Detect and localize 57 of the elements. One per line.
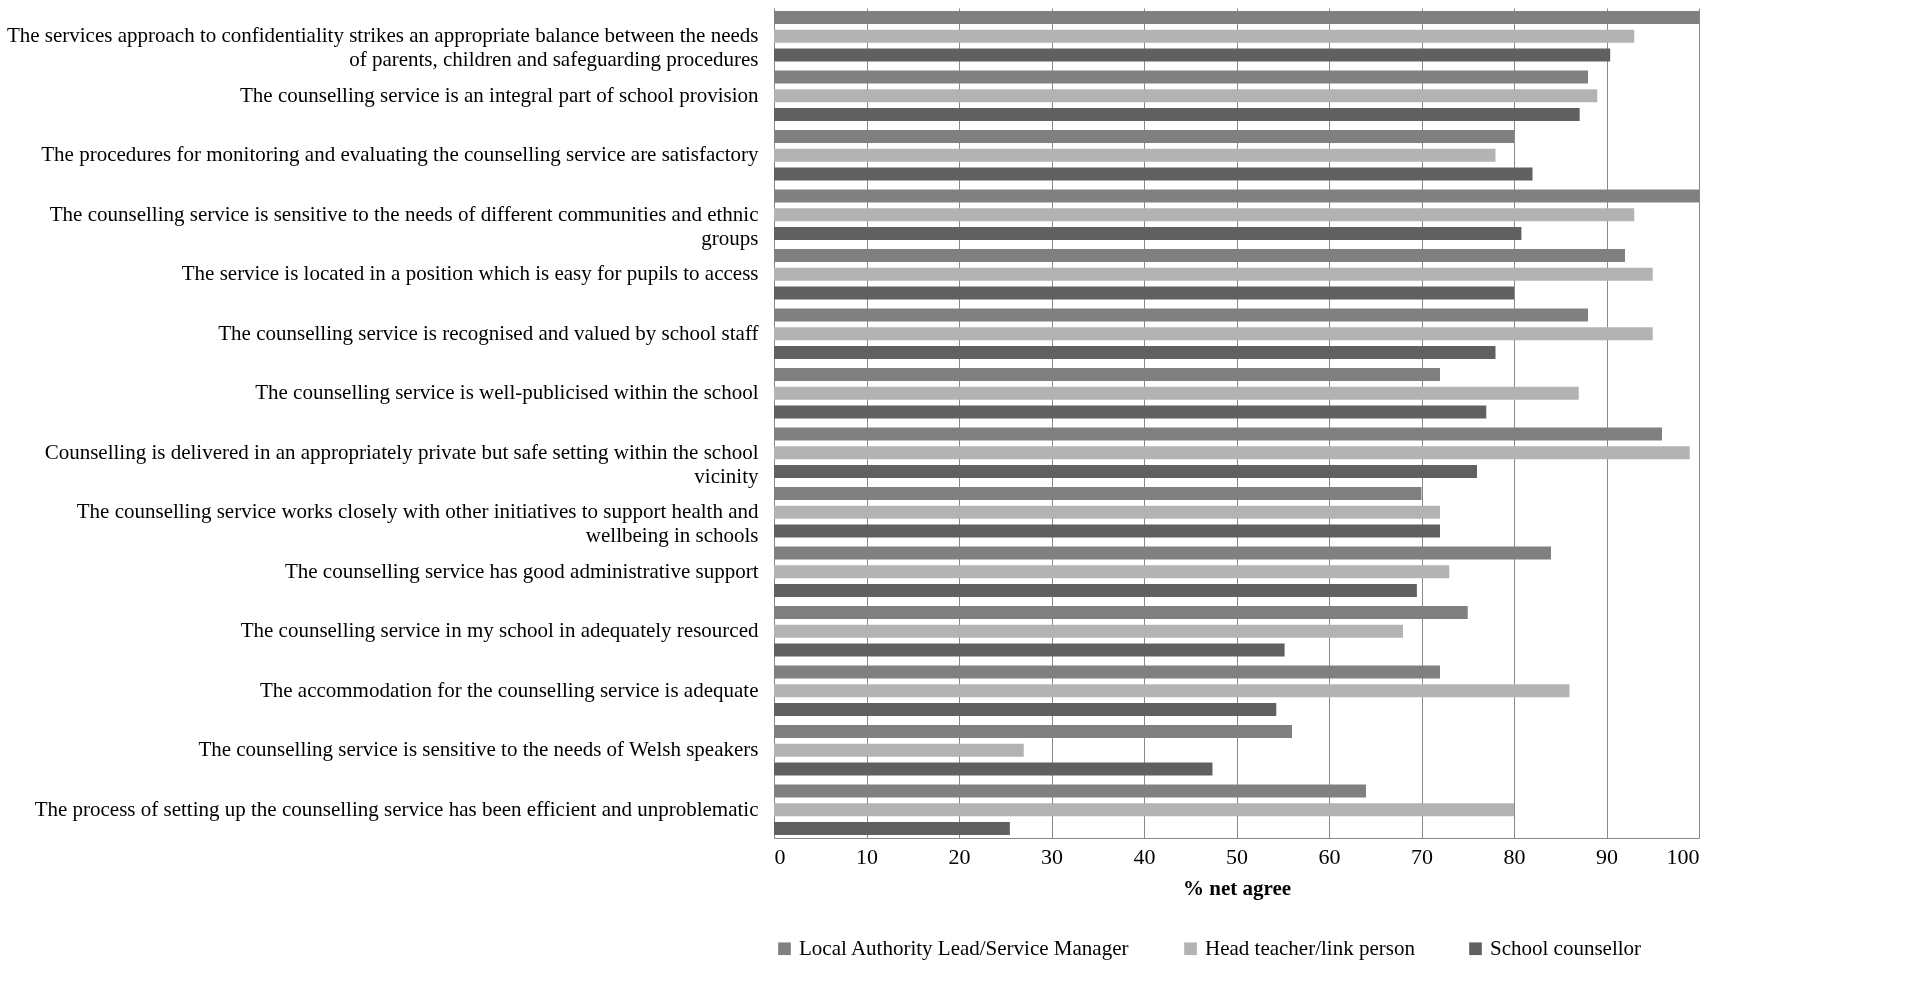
y-tick-label: The process of setting up the counselling service has been efficient and unproblematic <box>34 796 759 821</box>
bar <box>774 524 1440 538</box>
x-tick-label: 30 <box>1041 843 1063 869</box>
y-tick-label: The counselling service has good administrative support <box>284 558 759 583</box>
bar <box>774 167 1533 181</box>
legend-label: School counsellor <box>1490 935 1642 960</box>
bar <box>774 107 1580 122</box>
bar <box>774 327 1653 341</box>
y-tick-label: The counselling service in my school in adequately resourced <box>240 618 759 643</box>
bar <box>774 464 1477 479</box>
bar <box>774 386 1579 400</box>
x-axis-title: % net agree <box>1182 875 1292 900</box>
bar <box>774 345 1496 360</box>
bar <box>774 267 1653 281</box>
y-tick-label: The counselling service works closely with other initiatives to support health and wellbeing in schools <box>76 499 759 548</box>
y-tick-label: The counselling service is recognised and valued by school staff <box>218 320 759 345</box>
y-tick-label: The counselling service is an integral part of school provision <box>240 82 759 107</box>
y-tick-label: The accommodation for the counselling service is adequate <box>259 677 759 702</box>
x-tick-label: 70 <box>1411 843 1433 869</box>
bar <box>774 226 1522 241</box>
bar <box>774 643 1285 657</box>
bar <box>774 684 1570 698</box>
bar <box>774 803 1514 817</box>
y-tick-label: The counselling service is well-publicised within the school <box>255 380 759 405</box>
bar <box>774 702 1277 717</box>
x-tick-label: 60 <box>1318 843 1341 869</box>
y-tick-label: The services approach to confidentiality strikes an appropriate balance between the needs of parents, children and safeguarding procedures <box>6 23 759 72</box>
x-tick-label: 40 <box>1133 843 1156 869</box>
bar <box>774 505 1440 519</box>
y-tick-label: Counselling is delivered in an appropriately private but safe setting within the school vicinity <box>44 439 759 488</box>
bar <box>774 48 1611 62</box>
x-tick-label: 20 <box>948 843 971 869</box>
bar <box>774 762 1213 776</box>
bar <box>774 743 1024 757</box>
y-tick-label: The service is located in a position which is easy for pupils to access <box>181 261 759 286</box>
x-tick-label: 0 <box>774 843 786 869</box>
bar <box>774 821 1010 836</box>
bar <box>774 565 1450 579</box>
bar <box>774 286 1514 300</box>
y-tick-label: The counselling service is sensitive to the needs of different communities and ethnic groups <box>49 201 759 250</box>
x-tick-label: 10 <box>856 843 878 869</box>
bar <box>774 208 1635 222</box>
bar <box>774 583 1417 598</box>
x-tick-label: 100 <box>1666 843 1700 869</box>
y-tick-label: The counselling service is sensitive to the needs of Welsh speakers <box>198 737 759 762</box>
bar <box>774 29 1635 43</box>
y-tick-label: The procedures for monitoring and evaluating the counselling service are satisfactory <box>41 142 759 167</box>
x-tick-label: 90 <box>1596 843 1618 869</box>
bar <box>774 405 1487 419</box>
x-tick-label: 80 <box>1503 843 1526 869</box>
x-tick-label: 50 <box>1226 843 1248 869</box>
legend-label: Local Authority Lead/Service Manager <box>799 935 1129 960</box>
legend-label: Head teacher/link person <box>1205 935 1416 960</box>
bar <box>774 148 1496 162</box>
bar <box>774 624 1403 638</box>
bar <box>774 446 1690 460</box>
bar <box>774 89 1598 103</box>
